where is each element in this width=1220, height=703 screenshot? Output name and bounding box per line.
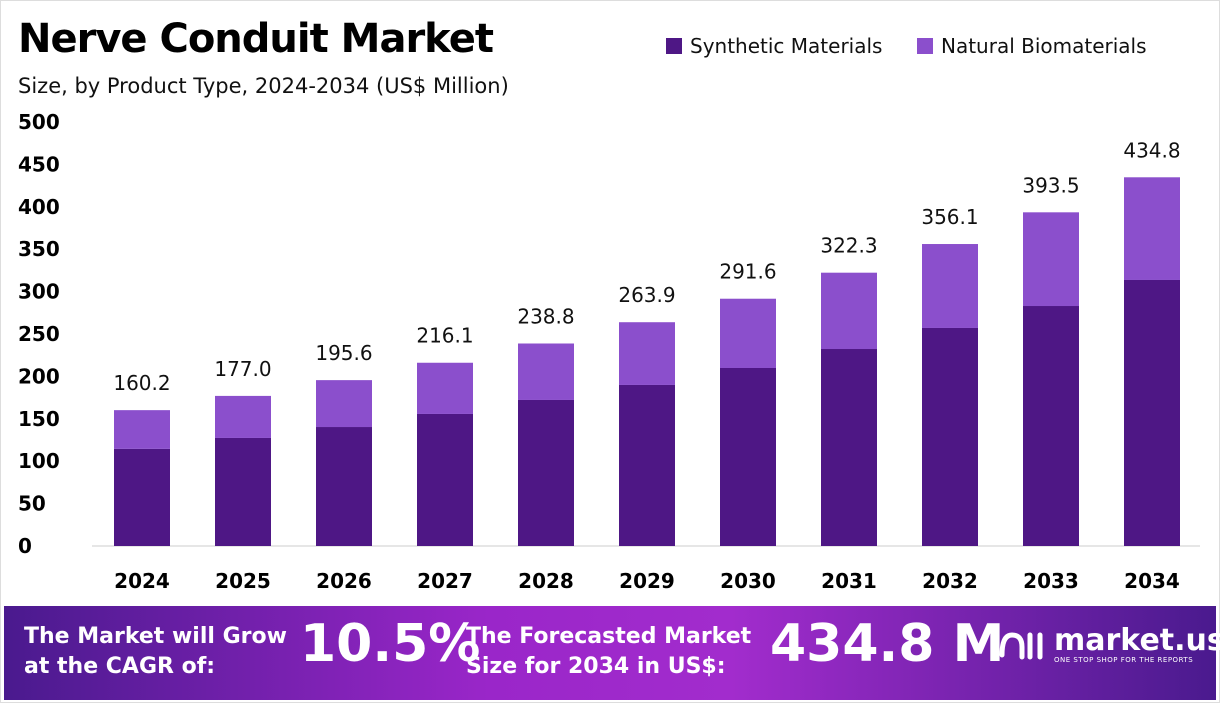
legend-label: Natural Biomaterials xyxy=(941,34,1147,58)
x-tick-label: 2025 xyxy=(215,569,271,593)
x-tick-label: 2032 xyxy=(922,569,978,593)
bar-natural-2032 xyxy=(922,244,978,328)
forecast-value: 434.8 M xyxy=(770,614,1005,674)
bar-synthetic-2032 xyxy=(922,327,978,546)
data-label: 291.6 xyxy=(719,260,776,284)
legend-item-synthetic: Synthetic Materials xyxy=(666,34,882,58)
bar-synthetic-2028 xyxy=(518,399,574,546)
y-tick-label: 450 xyxy=(18,152,60,176)
bar-natural-2029 xyxy=(619,322,675,385)
bar-natural-2028 xyxy=(518,343,574,400)
footer-banner: The Market will Grow at the CAGR of: 10.… xyxy=(4,606,1220,700)
legend-swatch xyxy=(666,38,682,54)
bar-natural-2030 xyxy=(720,298,776,369)
data-label: 434.8 xyxy=(1123,138,1180,162)
data-label: 216.1 xyxy=(416,324,473,348)
y-tick-label: 150 xyxy=(18,407,60,431)
legend-swatch xyxy=(917,38,933,54)
bar-natural-2027 xyxy=(417,362,473,414)
data-label: 393.5 xyxy=(1022,173,1079,197)
legend-label: Synthetic Materials xyxy=(690,34,883,58)
market-us-logo-icon xyxy=(999,632,1043,660)
data-label: 238.8 xyxy=(517,304,574,328)
bar-natural-2034 xyxy=(1124,177,1180,280)
x-tick-label: 2029 xyxy=(619,569,675,593)
data-label: 195.6 xyxy=(315,341,372,365)
y-tick-label: 0 xyxy=(18,534,32,558)
y-tick-label: 500 xyxy=(18,110,60,134)
legend-item-natural: Natural Biomaterials xyxy=(917,34,1147,58)
y-tick-label: 100 xyxy=(18,449,60,473)
data-label: 177.0 xyxy=(214,357,271,381)
bar-synthetic-2027 xyxy=(417,413,473,546)
bar-natural-2031 xyxy=(821,272,877,350)
y-tick-label: 250 xyxy=(18,322,60,346)
x-tick-label: 2028 xyxy=(518,569,574,593)
data-label: 160.2 xyxy=(113,371,170,395)
bar-synthetic-2026 xyxy=(316,427,372,546)
data-label: 356.1 xyxy=(921,205,978,229)
brand-logo: market.us ONE STOP SHOP FOR THE REPORTS xyxy=(998,626,1220,664)
y-tick-label: 300 xyxy=(18,280,60,304)
bar-synthetic-2031 xyxy=(821,349,877,546)
chart-title: Nerve Conduit Market xyxy=(18,16,494,62)
bar-synthetic-2034 xyxy=(1124,279,1180,546)
bar-natural-2026 xyxy=(316,380,372,428)
data-label: 322.3 xyxy=(820,234,877,258)
forecast-label: The Forecasted Market Size for 2034 in U… xyxy=(466,624,752,679)
x-tick-label: 2031 xyxy=(821,569,877,593)
cagr-value: 10.5% xyxy=(300,614,481,674)
y-tick-label: 400 xyxy=(18,195,60,219)
brand-tagline: ONE STOP SHOP FOR THE REPORTS xyxy=(1054,656,1194,664)
bar-synthetic-2033 xyxy=(1023,306,1079,546)
y-tick-label: 200 xyxy=(18,364,60,388)
x-tick-label: 2034 xyxy=(1124,569,1180,593)
y-tick-label: 350 xyxy=(18,237,60,261)
x-tick-label: 2027 xyxy=(417,569,473,593)
bar-natural-2024 xyxy=(114,410,170,449)
bar-synthetic-2030 xyxy=(720,368,776,546)
x-tick-label: 2030 xyxy=(720,569,776,593)
bar-synthetic-2025 xyxy=(215,437,271,546)
chart-subtitle: Size, by Product Type, 2024-2034 (US$ Mi… xyxy=(18,74,509,98)
y-tick-label: 50 xyxy=(18,492,46,516)
cagr-label: The Market will Grow at the CAGR of: xyxy=(24,624,287,679)
bar-natural-2025 xyxy=(215,395,271,438)
bar-natural-2033 xyxy=(1023,212,1079,307)
bar-synthetic-2024 xyxy=(114,448,170,546)
bar-synthetic-2029 xyxy=(619,384,675,546)
x-tick-label: 2033 xyxy=(1023,569,1079,593)
brand-name: market.us xyxy=(1054,623,1220,658)
x-tick-label: 2024 xyxy=(114,569,170,593)
chart-plot: 0 50 100 150 200 250 300 350 400 450 500 160.2 2024 1… xyxy=(18,110,1200,593)
x-tick-label: 2026 xyxy=(316,569,372,593)
data-label: 263.9 xyxy=(618,283,675,307)
